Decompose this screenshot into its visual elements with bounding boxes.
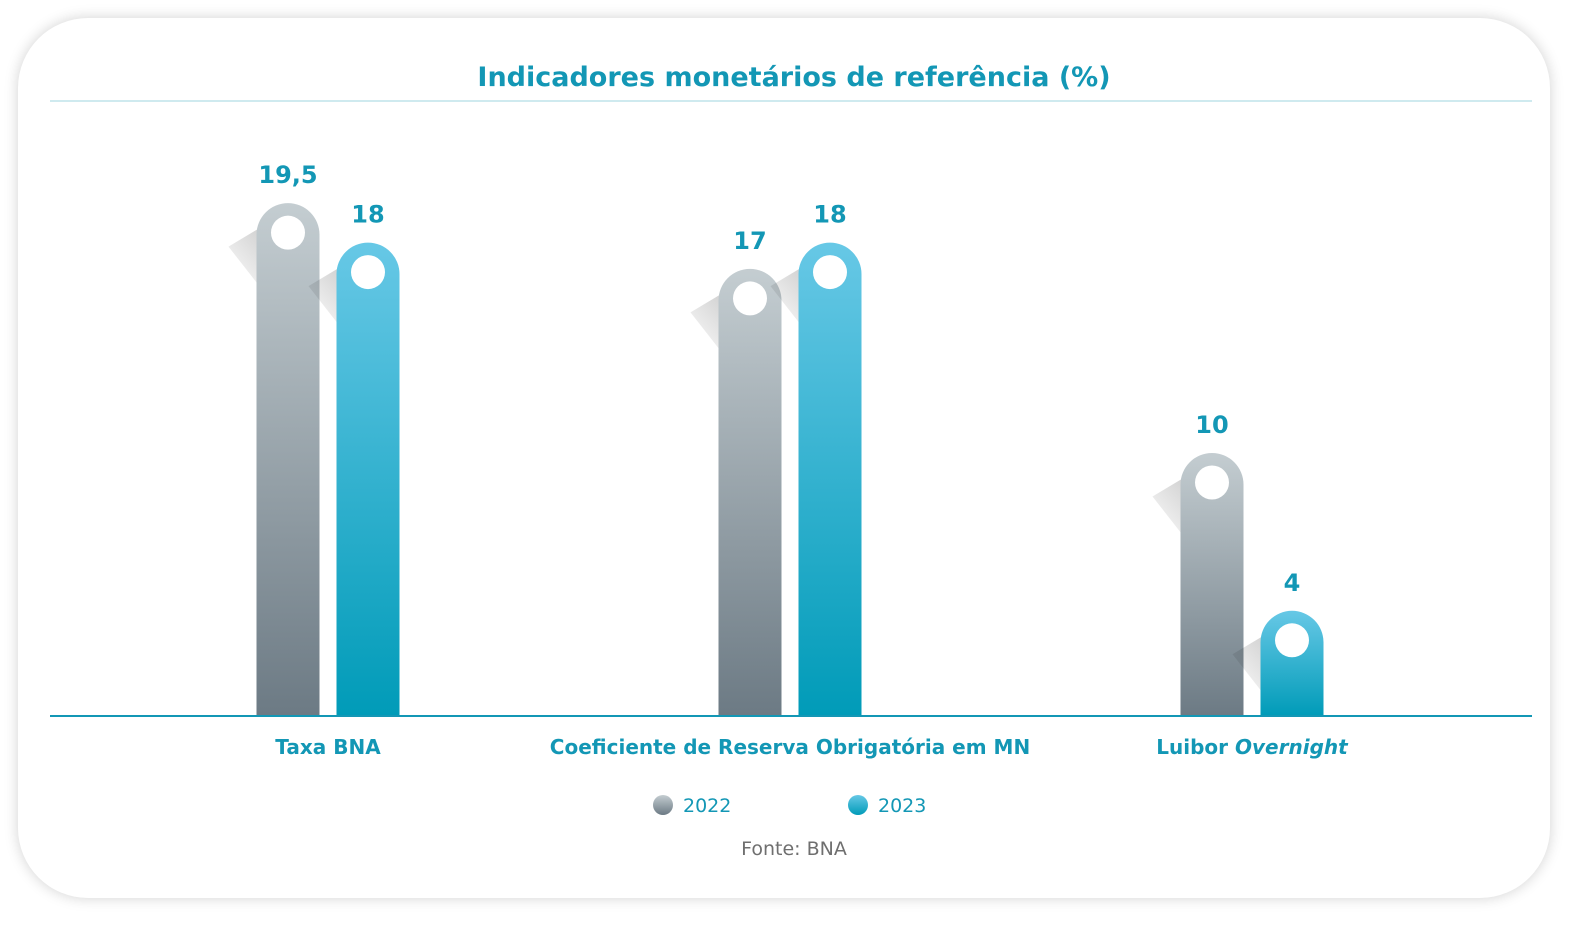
bar-marker bbox=[733, 281, 767, 316]
bar-marker bbox=[1275, 623, 1309, 658]
bar-2022-0 bbox=[256, 203, 320, 716]
legend-label-2023: 2023 bbox=[878, 795, 926, 817]
bar-2022-1 bbox=[718, 268, 782, 716]
category-label-0: Taxa BNA bbox=[275, 735, 381, 759]
chart-title: Indicadores monetários de referência (%) bbox=[477, 62, 1111, 93]
value-label-2023-2: 4 bbox=[1284, 569, 1301, 597]
bar-marker bbox=[1195, 465, 1229, 500]
bar-2022-2 bbox=[1180, 453, 1244, 716]
legend-swatch-2022 bbox=[653, 795, 673, 815]
legend-label-2022: 2022 bbox=[683, 795, 731, 817]
value-label-2022-0: 19,5 bbox=[258, 161, 317, 189]
source-note: Fonte: BNA bbox=[741, 838, 847, 860]
category-label-1: Coeficiente de Reserva Obrigatória em MN bbox=[550, 735, 1030, 759]
bar-marker bbox=[271, 215, 305, 250]
bar-marker bbox=[813, 255, 847, 290]
bar-2023-1 bbox=[798, 242, 862, 716]
value-label-2023-0: 18 bbox=[351, 201, 384, 229]
bar-marker bbox=[351, 255, 385, 290]
bar-2023-0 bbox=[336, 242, 400, 716]
category-label-2: Luibor Overnight bbox=[1156, 735, 1349, 759]
value-label-2022-1: 17 bbox=[733, 227, 766, 255]
value-label-2022-2: 10 bbox=[1195, 411, 1228, 439]
legend-swatch-2023 bbox=[848, 795, 868, 815]
value-label-2023-1: 18 bbox=[813, 201, 846, 229]
